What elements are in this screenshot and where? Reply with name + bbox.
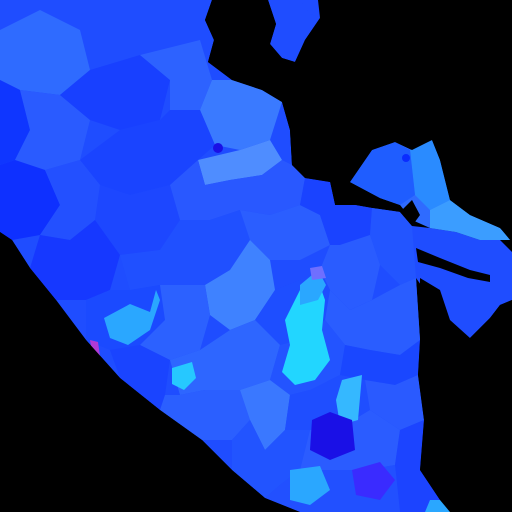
region-8 xyxy=(80,110,215,195)
region-enclave xyxy=(213,143,223,153)
region-6 xyxy=(200,80,282,150)
region-9 xyxy=(0,160,60,240)
region-13 xyxy=(30,220,120,300)
inlet-west xyxy=(0,232,300,512)
region-highlight-sky-3 xyxy=(290,466,330,505)
region-31 xyxy=(365,375,424,430)
region-21 xyxy=(140,285,210,360)
region-2 xyxy=(0,80,30,165)
region-enclave-ne xyxy=(402,154,410,162)
landmass-island-north xyxy=(268,0,320,62)
region-highlight-lavender xyxy=(310,266,326,280)
region-highlight-violet-2 xyxy=(352,462,395,500)
region-32 xyxy=(232,420,310,498)
region-4 xyxy=(60,55,170,130)
region-23 xyxy=(325,278,420,355)
region-ne-3 xyxy=(350,142,415,205)
region-ne-1 xyxy=(410,140,450,210)
region-highlight-sky-2 xyxy=(336,375,362,425)
inlet-north-gulf xyxy=(205,0,512,240)
region-11 xyxy=(95,185,180,255)
region-7 xyxy=(198,140,282,185)
region-25 xyxy=(170,320,280,395)
inlet-east-strait xyxy=(416,248,490,282)
region-5 xyxy=(140,40,212,110)
region-12 xyxy=(170,160,305,220)
region-highlight-cyan-center xyxy=(282,280,330,385)
region-24 xyxy=(110,345,170,410)
region-3 xyxy=(15,90,90,170)
region-34 xyxy=(395,420,450,512)
region-10 xyxy=(40,160,100,240)
region-14 xyxy=(120,210,250,290)
region-16 xyxy=(300,178,372,245)
region-1 xyxy=(0,10,90,95)
region-15 xyxy=(240,205,330,260)
region-27 xyxy=(340,340,420,385)
region-29 xyxy=(240,380,290,450)
region-18 xyxy=(320,235,380,310)
region-17 xyxy=(370,208,416,285)
region-highlight-cyan-3 xyxy=(172,362,196,390)
inlet-east-bay xyxy=(418,278,512,512)
region-highlight-sky-1 xyxy=(104,290,160,345)
region-ne-2 xyxy=(430,200,510,240)
region-28 xyxy=(160,390,250,440)
region-highlight-violet xyxy=(310,412,355,460)
region-19 xyxy=(205,240,275,330)
inlet-ne-channel xyxy=(400,200,420,226)
